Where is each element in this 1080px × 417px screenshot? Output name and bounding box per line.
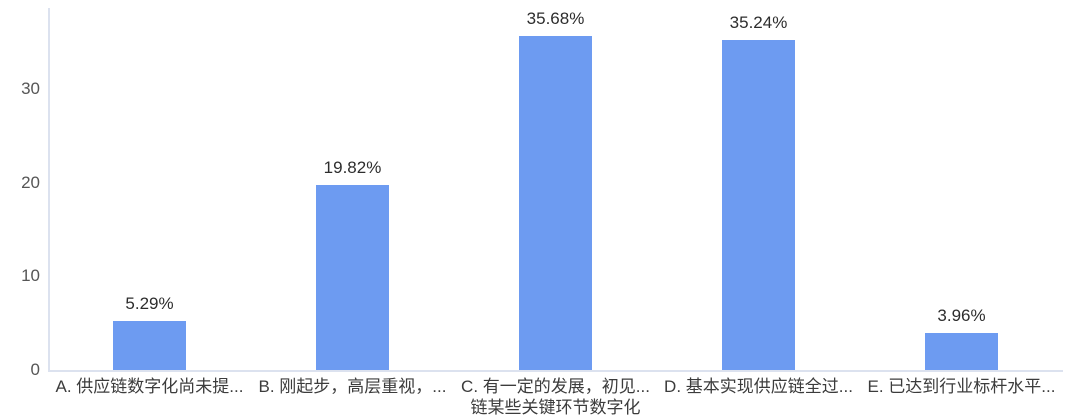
x-category-label-line1: D. 基本实现供应链全过... xyxy=(664,377,853,396)
x-category-label-line1: C. 有一定的发展，初见... xyxy=(461,377,650,396)
y-axis-line xyxy=(48,8,50,370)
bar xyxy=(925,332,998,370)
x-category-label-line1: E. 已达到行业标杆水平... xyxy=(867,377,1056,396)
y-tick-label: 30 xyxy=(21,79,40,99)
bar-value-label: 35.24% xyxy=(729,13,788,33)
x-category-label-line2: 链某些关键环节数字化 xyxy=(470,398,641,417)
bar xyxy=(519,36,592,370)
x-category-label: A. 供应链数字化尚未提... xyxy=(56,376,244,397)
bar-value-label: 19.82% xyxy=(323,157,382,177)
x-category-label: C. 有一定的发展，初见... 链某些关键环节数字化 xyxy=(461,376,650,417)
bar xyxy=(113,320,186,370)
x-category-label-line1: B. 刚起步，高层重视，... xyxy=(258,377,447,396)
x-category-label: B. 刚起步，高层重视，... xyxy=(259,376,447,397)
y-tick-label: 0 xyxy=(30,360,40,379)
x-axis-line xyxy=(48,370,1063,372)
bar-value-label: 35.68% xyxy=(526,9,585,29)
y-tick-label: 20 xyxy=(21,172,40,192)
x-category-label: E. 已达到行业标杆水平... xyxy=(868,376,1056,397)
y-tick-label: 10 xyxy=(21,266,40,286)
x-category-label-line1: A. 供应链数字化尚未提... xyxy=(55,377,244,396)
bar xyxy=(722,40,795,370)
x-category-label: D. 基本实现供应链全过... xyxy=(664,376,853,397)
bar xyxy=(316,184,389,370)
bar-value-label: 3.96% xyxy=(937,305,986,325)
bar-value-label: 5.29% xyxy=(125,293,174,313)
